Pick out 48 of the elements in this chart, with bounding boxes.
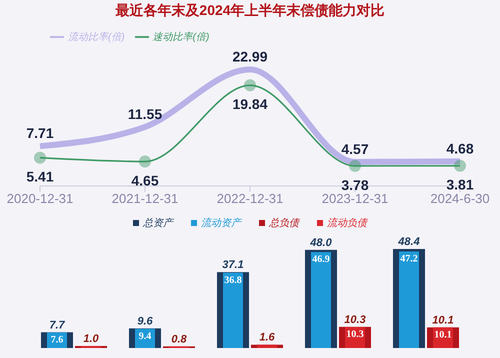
data-label: 9.4 [138, 330, 152, 342]
bar [311, 252, 331, 348]
bar [257, 344, 277, 348]
x-tick-label: 2024-6-30 [430, 191, 490, 206]
point [244, 79, 256, 92]
data-label: 47.2 [400, 254, 418, 265]
point [349, 160, 361, 172]
data-label: 48.0 [309, 236, 333, 249]
data-label: 11.55 [128, 106, 162, 122]
x-tick-label: 2022-12-31 [216, 191, 284, 206]
legend-label: 总负债 [268, 216, 299, 230]
data-label: 5.41 [26, 168, 54, 185]
bar [223, 272, 243, 348]
legend-label: 流动资产 [200, 216, 241, 230]
data-label: 3.81 [446, 176, 474, 193]
data-label: 37.1 [222, 259, 244, 272]
legend-label: 速动比率(倍) [152, 32, 210, 43]
legend-label: 流动负债 [326, 216, 367, 230]
data-label: 4.57 [341, 140, 369, 157]
x-tick-label: 2021-12-31 [112, 191, 178, 206]
data-label: 10.3 [344, 314, 366, 326]
data-label: 1.0 [83, 332, 100, 345]
data-label: 22.99 [232, 48, 268, 64]
point [454, 160, 466, 172]
chart-title: 最近各年末及2024年上半年末偿债能力对比 [114, 1, 386, 20]
data-label: 1.6 [259, 332, 276, 344]
data-label: 0.8 [171, 333, 188, 346]
data-label: 7.6 [50, 334, 64, 346]
data-label: 4.68 [446, 140, 474, 156]
data-label: 4.65 [131, 172, 159, 188]
bar [399, 251, 419, 348]
data-label: 10.3 [346, 329, 364, 340]
data-label: 48.4 [397, 236, 420, 248]
data-label: 10.1 [432, 314, 454, 326]
data-label: 9.6 [137, 315, 154, 328]
data-label: 19.84 [232, 96, 268, 112]
point [34, 152, 46, 164]
legend-label: 总资产 [142, 216, 173, 230]
data-label: 46.9 [312, 254, 330, 266]
data-label: 3.78 [341, 176, 369, 193]
point [139, 156, 151, 168]
data-label: 7.7 [49, 319, 66, 332]
legend-label: 流动比率(倍) [68, 32, 125, 43]
x-tick-label: 2023-12-31 [322, 191, 388, 206]
data-label: 10.1 [434, 329, 452, 340]
data-label: 7.71 [26, 125, 54, 142]
data-label: 36.8 [224, 274, 242, 286]
x-tick-label: 2020-12-31 [6, 191, 74, 206]
